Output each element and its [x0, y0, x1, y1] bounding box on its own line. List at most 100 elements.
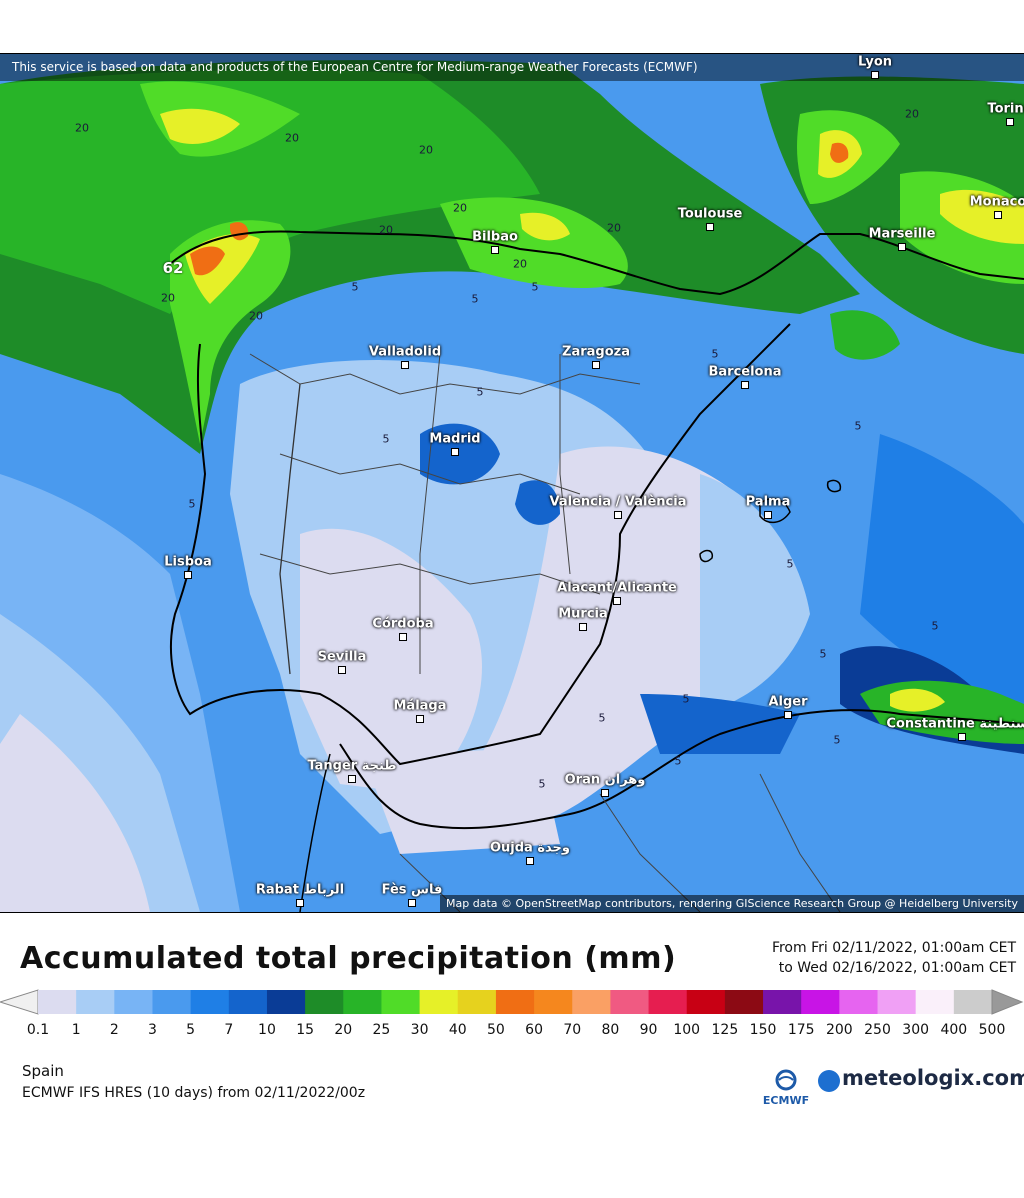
- city-label: Alacant/Alicante: [557, 580, 677, 596]
- contour-label: 5: [786, 557, 794, 571]
- city-label: Toulouse: [677, 206, 743, 222]
- region-label: Spain: [22, 1062, 64, 1080]
- city-label: Barcelona: [708, 364, 782, 380]
- legend-swatch: [763, 990, 802, 1014]
- city-dot: [741, 381, 749, 389]
- city-dot: [408, 899, 416, 907]
- legend-tick: 3: [148, 1022, 157, 1038]
- city-label: Palma: [745, 494, 791, 510]
- city-dot: [579, 623, 587, 631]
- city-label: Tanger طنجة: [307, 758, 397, 774]
- legend-swatch: [534, 990, 573, 1014]
- legend-swatch: [76, 990, 115, 1014]
- contour-label: 5: [476, 385, 484, 399]
- legend-swatch: [266, 990, 306, 1014]
- legend-tick: 125: [711, 1022, 739, 1038]
- legend-tick: 5: [186, 1022, 196, 1038]
- city-label: Rabat الرباط: [255, 882, 345, 898]
- contour-label: 5: [931, 619, 939, 633]
- legend-tick: 30: [410, 1022, 429, 1038]
- city-label: Oran وهران: [564, 772, 646, 788]
- legend-swatch: [343, 990, 382, 1014]
- legend-swatch: [114, 990, 153, 1014]
- contour-label: 20: [161, 291, 175, 305]
- legend-swatch: [152, 990, 192, 1014]
- city-dot: [399, 633, 407, 641]
- model-run-label: ECMWF IFS HRES (10 days) from 02/11/2022…: [22, 1085, 366, 1101]
- contour-label: 20: [453, 201, 467, 215]
- legend-tick: 20: [334, 1022, 353, 1038]
- city-label: Valencia / València: [549, 494, 687, 510]
- legend-tick: 100: [673, 1022, 701, 1038]
- contour-label: 5: [351, 280, 359, 294]
- contour-label: 20: [249, 309, 263, 323]
- legend-swatch: [572, 990, 611, 1014]
- city-dot: [784, 711, 792, 719]
- legend-tick: 80: [601, 1022, 620, 1038]
- city-label: Bilbao: [472, 229, 518, 245]
- legend-tick: 10: [258, 1022, 276, 1038]
- legend-tick-labels: 0.1 1 2 3 5 7 10 15 20 25 30 40 50 60 70 80 90 100 125 150 1…: [0, 1022, 1024, 1042]
- city-dot: [871, 71, 879, 79]
- legend-tick: 60: [525, 1022, 543, 1038]
- city-label: Valladolid: [368, 344, 442, 360]
- legend-tick: 150: [749, 1022, 777, 1038]
- meteologix-brand[interactable]: meteologix.com: [842, 1066, 1024, 1090]
- contour-label: 5: [188, 497, 196, 511]
- osm-attribution: Map data © OpenStreetMap contributors, r…: [440, 895, 1024, 912]
- city-dot: [491, 246, 499, 254]
- period-from: From Fri 02/11/2022, 01:00am CET: [771, 940, 1016, 956]
- contour-label: 5: [598, 711, 606, 725]
- legend-tick: 250: [864, 1022, 891, 1038]
- contour-label: 20: [379, 223, 393, 237]
- legend-tick: 400: [940, 1022, 968, 1038]
- city-label: Córdoba: [372, 616, 434, 632]
- city-dot: [416, 715, 424, 723]
- legend-tick: 200: [825, 1022, 853, 1038]
- city-dot: [348, 775, 356, 783]
- legend-tick: 7: [224, 1022, 234, 1038]
- city-label: Alger: [768, 694, 808, 710]
- meteologix-logo-icon[interactable]: [818, 1070, 840, 1092]
- city-dot: [1006, 118, 1014, 126]
- legend-swatch: [953, 990, 993, 1014]
- city-label: Torino: [987, 101, 1024, 117]
- east-mediterranean-light: [470, 446, 772, 834]
- legend-swatch: [839, 990, 879, 1014]
- legend-swatch: [648, 990, 688, 1014]
- legend-tick: 90: [639, 1022, 658, 1038]
- ecmwf-attribution: This service is based on data and produc…: [0, 54, 1024, 81]
- contour-label: 20: [75, 121, 89, 135]
- legend-swatch: [190, 990, 230, 1014]
- legend-swatch: [305, 990, 344, 1014]
- legend-tick: 40: [448, 1022, 467, 1038]
- contour-label: 20: [513, 257, 527, 271]
- contour-label: 5: [674, 754, 682, 768]
- ecmwf-logo-icon[interactable]: ECMWF: [760, 1068, 812, 1108]
- precipitation-map: This service is based on data and produc…: [0, 53, 1024, 913]
- legend-swatch: [457, 990, 497, 1014]
- city-label: Sevilla: [317, 649, 367, 665]
- city-dot: [592, 361, 600, 369]
- legend-swatch: [381, 990, 421, 1014]
- contour-label: 5: [819, 647, 827, 661]
- legend-color-bar: [0, 989, 1024, 1015]
- legend-tick: 2: [109, 1022, 119, 1038]
- contour-label: 5: [538, 777, 546, 791]
- city-dot: [401, 361, 409, 369]
- city-label: Monaco: [969, 194, 1024, 210]
- legend-swatch: [38, 990, 77, 1014]
- city-label: Lyon: [857, 54, 893, 70]
- contour-label: 5: [833, 733, 841, 747]
- max-precip-label: 62: [162, 259, 184, 277]
- contour-label: 5: [471, 292, 479, 306]
- chart-title: Accumulated total precipitation (mm): [20, 941, 677, 976]
- legend-swatch: [495, 990, 535, 1014]
- legend-tick: 0.1: [26, 1022, 50, 1038]
- contour-label: 20: [419, 143, 433, 157]
- city-label: Oujda وجدة: [489, 840, 571, 856]
- city-label: Constantine قسنطينة: [886, 716, 1024, 732]
- ecmwf-logo-text: ECMWF: [763, 1094, 809, 1107]
- contour-label: 20: [905, 107, 919, 121]
- legend-tick: 50: [486, 1022, 505, 1038]
